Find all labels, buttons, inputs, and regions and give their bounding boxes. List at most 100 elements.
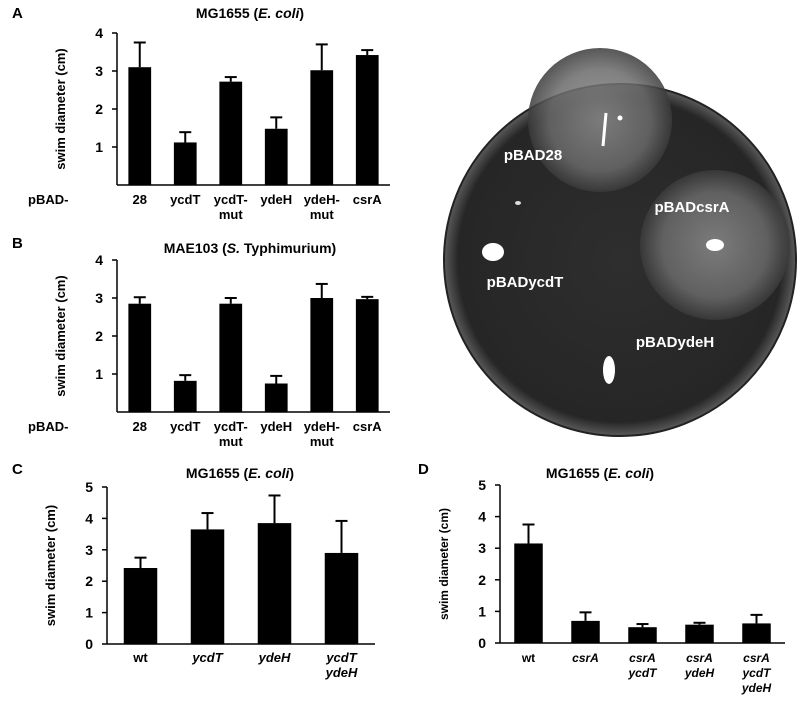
photo-label: pBADydeH — [636, 334, 714, 351]
y-tick-label: 5 — [478, 477, 486, 493]
y-tick-label: 1 — [95, 139, 103, 155]
chart-title: MAE103 (S. Typhimurium) — [164, 240, 336, 256]
x-tick-label: ycdT — [325, 650, 357, 665]
bar — [264, 128, 288, 185]
y-tick-label: 3 — [95, 63, 103, 79]
title-part: MAE103 ( — [164, 240, 227, 256]
bar — [128, 67, 152, 185]
title-part: E. coli — [608, 465, 650, 481]
y-tick-label: 3 — [95, 290, 103, 306]
chart-title: MG1655 (E. coli) — [186, 465, 294, 481]
title-part: ) — [649, 465, 654, 481]
bar — [219, 81, 243, 185]
panel-label: D — [418, 461, 429, 478]
title-part: MG1655 ( — [186, 465, 249, 481]
x-tick-label: csrA — [629, 651, 656, 665]
x-tick-label: ydeH — [325, 665, 358, 680]
y-tick-label: 2 — [95, 101, 103, 117]
chart-panel: D MG1655 (E. coli) swim diameter (cm) 0 1 2 3 4… — [418, 461, 785, 695]
title-part: MG1655 ( — [196, 5, 259, 21]
chart-panel: C MG1655 (E. coli) swim diameter (cm) 0 1 2 3 4… — [12, 461, 375, 680]
y-tick-label: 3 — [85, 542, 93, 558]
bar — [257, 523, 292, 644]
panel-label: C — [12, 461, 23, 478]
title-part: E. coli — [248, 465, 290, 481]
bar — [742, 623, 771, 643]
photo-label: pBADcsrA — [654, 199, 729, 216]
y-axis-label: swim diameter (cm) — [437, 508, 451, 620]
x-tick-label: ycdT- — [214, 419, 248, 434]
y-tick-label: 4 — [95, 25, 103, 41]
bar — [190, 529, 225, 644]
y-tick-label: 4 — [95, 252, 103, 268]
x-tick-label: mut — [310, 207, 335, 222]
y-tick-label: 2 — [95, 328, 103, 344]
category-prefix: pBAD- — [28, 192, 68, 207]
y-axis-label: swim diameter (cm) — [43, 505, 58, 626]
category-prefix: pBAD- — [28, 419, 68, 434]
y-tick-label: 3 — [478, 540, 486, 556]
bar — [128, 303, 152, 412]
title-part: S. — [227, 240, 240, 256]
x-tick-label: 28 — [133, 192, 147, 207]
y-tick-label: 1 — [478, 603, 486, 619]
bar — [355, 55, 379, 185]
bar — [355, 299, 379, 412]
title-part: E. coli — [258, 5, 300, 21]
x-tick-label: ydeH — [260, 419, 292, 434]
x-tick-label: ycdT — [170, 192, 200, 207]
bar — [324, 552, 359, 644]
x-tick-label: ydeH- — [304, 419, 340, 434]
x-tick-label: ydeH — [258, 650, 291, 665]
bar — [310, 298, 334, 412]
x-tick-label: wt — [521, 651, 535, 665]
chart-panel: A MG1655 (E. coli) swim diameter (cm) 1 2 3 4 p… — [12, 5, 390, 222]
x-tick-label: ycdT — [741, 666, 772, 680]
chart-panel: B MAE103 (S. Typhimurium) swim diameter (c… — [12, 235, 390, 449]
y-tick-label: 2 — [85, 573, 93, 589]
panel-label: A — [12, 5, 23, 22]
x-tick-label: ydeH — [684, 666, 715, 680]
y-tick-label: 5 — [85, 479, 93, 495]
bar — [219, 303, 243, 412]
y-tick-label: 4 — [85, 510, 93, 526]
y-tick-label: 0 — [85, 636, 93, 652]
y-tick-label: 2 — [478, 572, 486, 588]
bar — [264, 383, 288, 412]
y-tick-label: 0 — [478, 635, 486, 651]
panel-label: B — [12, 235, 23, 252]
bar — [685, 624, 714, 643]
x-tick-label: mut — [219, 207, 244, 222]
x-tick-label: ycdT — [627, 666, 658, 680]
bar — [123, 568, 158, 644]
x-tick-label: csrA — [686, 651, 713, 665]
title-part: ) — [289, 465, 294, 481]
x-tick-label: csrA — [572, 651, 599, 665]
x-tick-label: csrA — [353, 419, 383, 434]
title-part: ) — [299, 5, 304, 21]
y-tick-label: 4 — [478, 509, 486, 525]
x-tick-label: ydeH — [260, 192, 292, 207]
title-part: Typhimurium) — [240, 240, 336, 256]
x-tick-label: csrA — [353, 192, 383, 207]
title-part: MG1655 ( — [546, 465, 609, 481]
chart-title: MG1655 (E. coli) — [546, 465, 654, 481]
y-axis-label: swim diameter (cm) — [53, 48, 68, 169]
y-axis-label: swim diameter (cm) — [53, 275, 68, 396]
y-tick-label: 1 — [95, 366, 103, 382]
x-tick-label: 28 — [133, 419, 147, 434]
chart-title: MG1655 (E. coli) — [196, 5, 304, 21]
x-tick-label: mut — [310, 434, 335, 449]
bar — [571, 620, 600, 643]
x-tick-label: mut — [219, 434, 244, 449]
bar — [173, 142, 197, 185]
y-tick-label: 1 — [85, 605, 93, 621]
bar — [173, 380, 197, 412]
x-tick-label: ycdT — [170, 419, 200, 434]
x-tick-label: ycdT — [191, 650, 223, 665]
x-tick-label: ydeH- — [304, 192, 340, 207]
x-tick-label: wt — [132, 650, 148, 665]
bar — [628, 627, 657, 643]
photo-label: pBADycdT — [487, 274, 564, 291]
